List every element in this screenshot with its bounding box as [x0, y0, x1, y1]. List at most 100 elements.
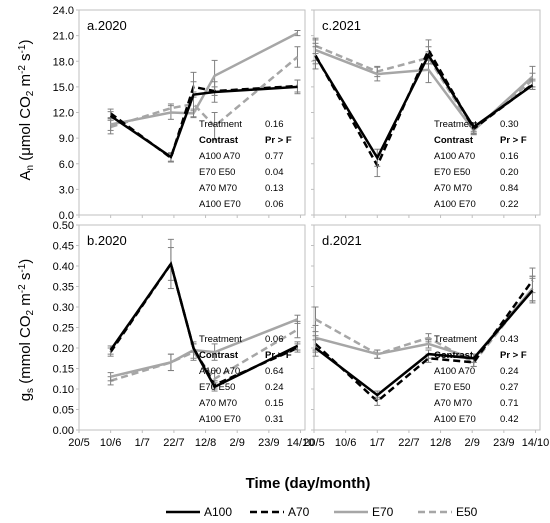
- x-tick-label: 14/10: [287, 437, 315, 449]
- legend-item-A70: A70: [250, 505, 310, 519]
- stats-label: Contrast: [199, 135, 239, 146]
- stats-label: E70 E50: [434, 167, 470, 178]
- series-line: [315, 287, 534, 360]
- series-line: [110, 56, 299, 129]
- stats-value: 0.71: [500, 398, 519, 409]
- x-tick-label: 22/7: [163, 437, 184, 449]
- y-tick-label: 18.0: [53, 56, 74, 68]
- y-tick-label: 6.0: [59, 159, 74, 171]
- stats-value: 0.06: [265, 199, 284, 210]
- stats-label: A100 E70: [434, 414, 476, 425]
- stats-value: 0.20: [500, 167, 519, 178]
- x-tick-label: 10/6: [335, 437, 356, 449]
- y-tick-label: 0.0: [59, 210, 74, 222]
- x-tick-label: 1/7: [370, 437, 385, 449]
- stats-table: Treatment 0.43 Contrast Pr > F A100 A70 0.24 E…: [434, 334, 527, 425]
- y-tick-label: 0.00: [53, 425, 74, 437]
- series-A100: [107, 247, 301, 392]
- legend-item-A100: A100: [166, 505, 232, 519]
- stats-value: 0.30: [500, 119, 519, 130]
- panel-c.2021: c.2021 Treatment 0.30 Contrast Pr > F A100 A7…: [311, 9, 541, 218]
- panel-label: a.2020: [87, 18, 127, 33]
- ylabel-top: An (μmol CO2 m-2 s-1): [17, 40, 36, 181]
- x-tick-label: 23/9: [493, 437, 514, 449]
- y-tick-label: 0.40: [53, 261, 74, 273]
- stats-label: E70 E50: [199, 167, 235, 178]
- x-tick-label: 14/10: [522, 437, 550, 449]
- stats-value: 0.13: [265, 183, 284, 194]
- stats-label: A100 E70: [434, 199, 476, 210]
- x-tick-label: 10/6: [100, 437, 121, 449]
- stats-label: A100 A70: [434, 366, 475, 377]
- y-tick-label: 12.0: [53, 108, 74, 120]
- stats-label: A70 M70: [434, 183, 472, 194]
- ylabel-bottom: gs (mmol CO2 m-2 s-1): [17, 259, 36, 402]
- stats-value: 0.42: [500, 414, 519, 425]
- stats-label: Contrast: [434, 135, 474, 146]
- y-tick-label: 0.20: [53, 343, 74, 355]
- stats-label: Treatment: [199, 334, 242, 345]
- panels: 0.0 3.0 6.0 9.0 12.0 15.0 18.0 21.0 24.0 a.2020 Tr…: [53, 5, 550, 449]
- stats-table: Treatment 0.16 Contrast Pr > F A100 A70 0.77 E…: [199, 119, 292, 210]
- series-line: [314, 287, 534, 364]
- x-tick-label: 12/8: [195, 437, 216, 449]
- y-tick-label: 0.35: [53, 282, 74, 294]
- stats-value: 0.04: [265, 167, 284, 178]
- series-A100: [312, 42, 536, 167]
- series-line: [109, 260, 299, 389]
- panel-a.2020: 0.0 3.0 6.0 9.0 12.0 15.0 18.0 21.0 24.0 a.2020 Tr…: [53, 5, 306, 222]
- xlabel: Time (day/month): [246, 475, 371, 492]
- panel-d.2021: 20/5 10/6 1/7 22/7 12/8 2/9 23/9 14/10 d.2021 Tre…: [303, 224, 550, 449]
- stats-label: Treatment: [199, 119, 242, 130]
- stats-value: 0.24: [500, 366, 519, 377]
- stats-value: Pr > F: [500, 350, 527, 361]
- stats-label: E70 E50: [199, 382, 235, 393]
- x-tick-label: 23/9: [258, 437, 279, 449]
- x-tick-label: 12/8: [430, 437, 451, 449]
- series-line: [315, 44, 534, 132]
- legend: A100 A70 E70 E50: [166, 505, 478, 519]
- y-tick-label: 0.05: [53, 405, 74, 417]
- series-A100: [312, 277, 536, 400]
- series-line: [314, 279, 534, 403]
- legend-item-E50: E50: [418, 505, 478, 519]
- stats-value: 0.22: [500, 199, 519, 210]
- panel-label: d.2021: [322, 233, 362, 248]
- y-tick-label: 3.0: [59, 184, 74, 196]
- stats-label: A100 A70: [434, 151, 475, 162]
- stats-value: 0.31: [265, 414, 284, 425]
- stats-label: A70 M70: [434, 398, 472, 409]
- legend-label: E70: [372, 505, 394, 519]
- series-line: [109, 85, 298, 159]
- stats-label: A100 A70: [199, 366, 240, 377]
- stats-value: 0.27: [500, 382, 519, 393]
- x-tick-label: 20/5: [303, 437, 324, 449]
- y-tick-label: 21.0: [53, 31, 74, 43]
- x-tick-label: 22/7: [398, 437, 419, 449]
- stats-label: A70 M70: [199, 398, 237, 409]
- y-tick-label: 0.10: [53, 384, 74, 396]
- series-line: [110, 328, 299, 382]
- stats-value: 0.84: [500, 183, 519, 194]
- stats-value: 0.43: [500, 334, 519, 345]
- y-tick-label: 0.50: [53, 220, 74, 232]
- stats-label: A100 A70: [199, 151, 240, 162]
- x-tick-label: 1/7: [135, 437, 150, 449]
- stats-value: Pr > F: [265, 135, 292, 146]
- legend-item-E70: E70: [334, 505, 394, 519]
- stats-value: 0.06: [265, 334, 284, 345]
- x-tick-label: 2/9: [465, 437, 480, 449]
- stats-label: E70 E50: [434, 382, 470, 393]
- legend-label: A100: [204, 505, 232, 519]
- stats-value: 0.64: [265, 366, 284, 377]
- stats-value: 0.15: [265, 398, 284, 409]
- series-A100: [107, 71, 301, 162]
- y-tick-label: 0.15: [53, 364, 74, 376]
- stats-label: A100 E70: [199, 199, 241, 210]
- panel-label: b.2020: [87, 233, 127, 248]
- x-tick-label: 20/5: [68, 437, 89, 449]
- stats-value: 0.16: [500, 151, 519, 162]
- stats-label: Treatment: [434, 119, 477, 130]
- stats-label: Contrast: [199, 350, 239, 361]
- series-line: [314, 289, 534, 397]
